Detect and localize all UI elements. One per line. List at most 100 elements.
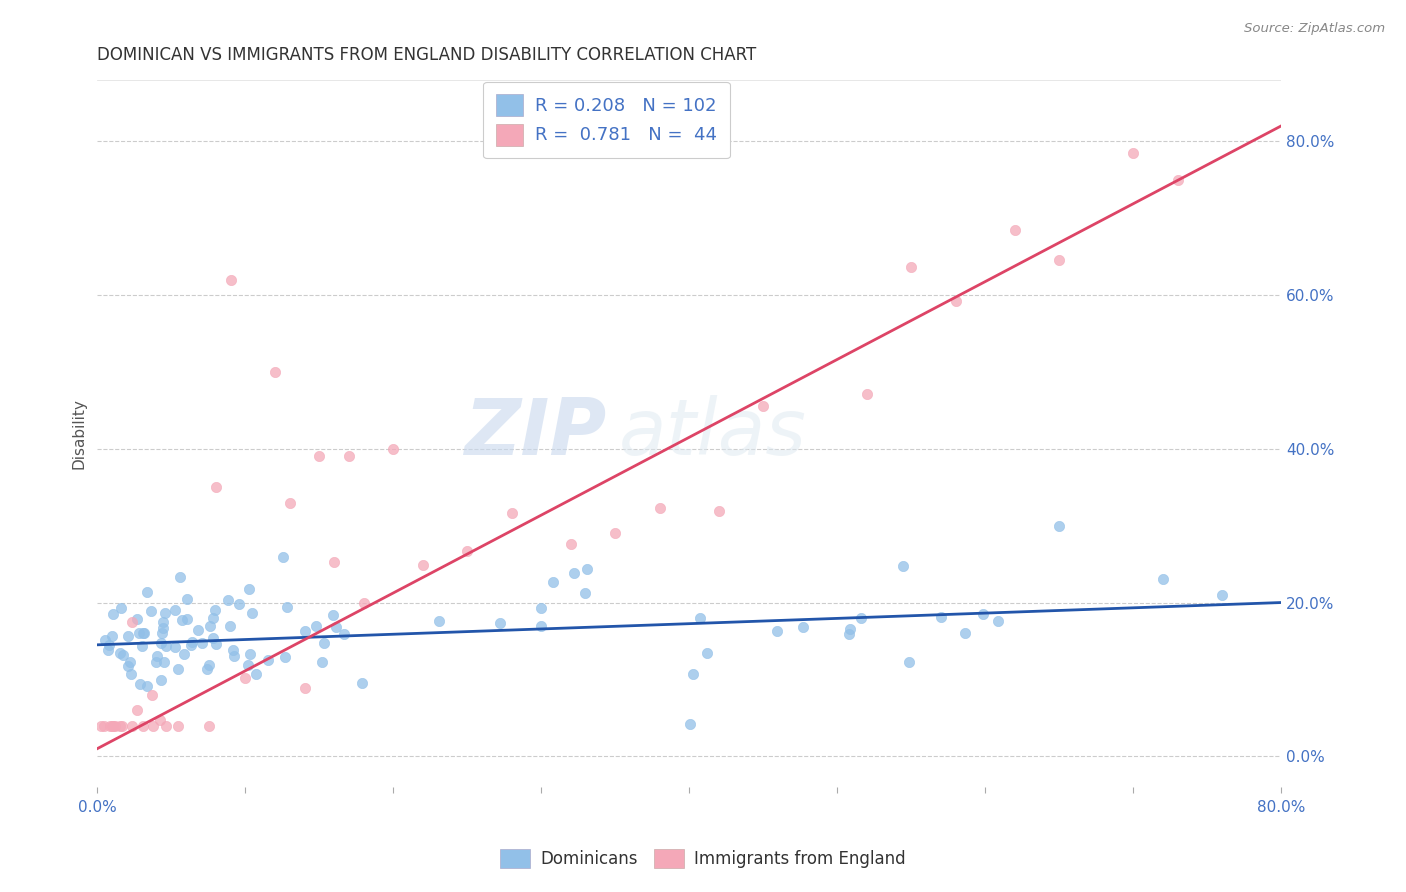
Point	[166, 718, 188, 732]
Point	[294, 681, 316, 695]
Point	[1152, 573, 1174, 587]
Point	[560, 537, 582, 551]
Point	[195, 662, 218, 676]
Point	[562, 566, 585, 580]
Point	[217, 593, 239, 607]
Point	[155, 718, 177, 732]
Point	[198, 658, 221, 673]
Point	[228, 598, 250, 612]
Point	[257, 653, 280, 667]
Point	[222, 649, 245, 664]
Point	[792, 620, 814, 634]
Point	[752, 399, 775, 413]
Point	[897, 655, 920, 669]
Point	[202, 611, 225, 625]
Point	[239, 647, 262, 661]
Point	[121, 615, 143, 629]
Point	[169, 570, 191, 584]
Point	[1167, 173, 1189, 187]
Point	[136, 585, 159, 599]
Point	[382, 442, 405, 456]
Point	[128, 626, 150, 640]
Point	[1122, 146, 1144, 161]
Point	[153, 607, 176, 621]
Point	[219, 272, 242, 286]
Point	[1211, 588, 1233, 602]
Point	[93, 633, 115, 648]
Point	[501, 506, 523, 520]
Point	[198, 618, 221, 632]
Point	[120, 656, 142, 670]
Point	[276, 600, 298, 615]
Point	[90, 718, 112, 732]
Point	[190, 636, 212, 650]
Point	[353, 596, 375, 610]
Point	[245, 667, 267, 681]
Point	[489, 615, 512, 630]
Point	[929, 610, 952, 624]
Point	[176, 611, 198, 625]
Point	[101, 607, 124, 621]
Point	[337, 450, 360, 464]
Point	[219, 618, 242, 632]
Text: ZIP: ZIP	[464, 395, 606, 471]
Point	[170, 613, 193, 627]
Point	[682, 666, 704, 681]
Point	[576, 562, 599, 576]
Point	[108, 718, 131, 732]
Point	[187, 623, 209, 637]
Point	[236, 657, 259, 672]
Point	[851, 611, 873, 625]
Point	[205, 637, 228, 651]
Point	[153, 655, 176, 669]
Point	[900, 260, 922, 275]
Point	[167, 662, 190, 676]
Point	[152, 615, 174, 630]
Text: DOMINICAN VS IMMIGRANTS FROM ENGLAND DISABILITY CORRELATION CHART: DOMINICAN VS IMMIGRANTS FROM ENGLAND DIS…	[97, 46, 756, 64]
Point	[679, 717, 702, 731]
Point	[707, 503, 730, 517]
Legend: Dominicans, Immigrants from England: Dominicans, Immigrants from England	[494, 842, 912, 875]
Point	[181, 635, 204, 649]
Point	[108, 646, 131, 660]
Point	[152, 625, 174, 640]
Point	[155, 640, 177, 654]
Point	[204, 603, 226, 617]
Point	[101, 629, 124, 643]
Point	[322, 608, 344, 623]
Point	[574, 586, 596, 600]
Point	[132, 626, 155, 640]
Point	[131, 639, 153, 653]
Point	[132, 718, 155, 732]
Point	[278, 495, 301, 509]
Point	[765, 624, 787, 638]
Point	[125, 703, 148, 717]
Point	[131, 626, 153, 640]
Point	[117, 629, 139, 643]
Point	[204, 480, 226, 494]
Point	[97, 643, 120, 657]
Point	[314, 636, 336, 650]
Text: Source: ZipAtlas.com: Source: ZipAtlas.com	[1244, 22, 1385, 36]
Point	[150, 636, 173, 650]
Text: atlas: atlas	[619, 395, 806, 471]
Point	[101, 718, 124, 732]
Point	[456, 543, 478, 558]
Point	[305, 619, 328, 633]
Point	[139, 604, 162, 618]
Point	[101, 718, 124, 732]
Point	[97, 638, 120, 652]
Point	[274, 649, 297, 664]
Point	[240, 606, 263, 620]
Point	[238, 582, 260, 596]
Point	[323, 555, 346, 569]
Point	[1004, 223, 1026, 237]
Point	[838, 622, 860, 636]
Point	[856, 387, 879, 401]
Point	[111, 718, 134, 732]
Legend: R = 0.208   N = 102, R =  0.781   N =  44: R = 0.208 N = 102, R = 0.781 N = 44	[484, 82, 730, 158]
Point	[605, 526, 627, 541]
Point	[222, 643, 245, 657]
Point	[149, 673, 172, 687]
Point	[972, 607, 994, 622]
